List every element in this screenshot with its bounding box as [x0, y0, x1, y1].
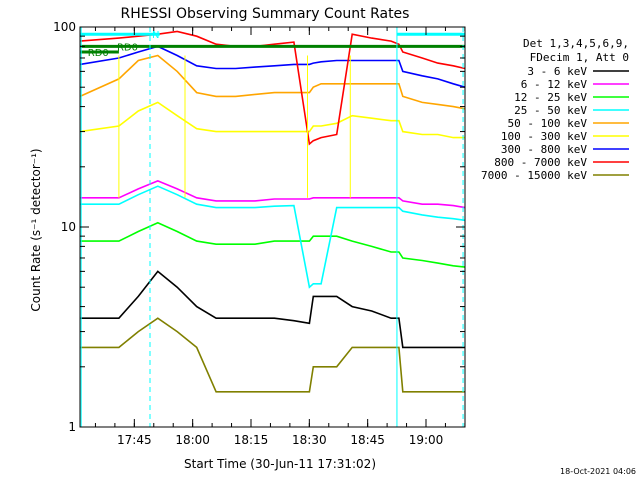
series-line-0 — [80, 270, 465, 349]
y-tick-label: 1 — [68, 420, 76, 434]
x-tick-label: 18:00 — [175, 433, 210, 447]
chart-title: RHESSI Observing Summary Count Rates — [121, 6, 410, 22]
legend-label-8: 7000 - 15000 keV — [481, 169, 587, 182]
legend-label-5: 100 - 300 keV — [501, 130, 587, 143]
x-tick-label: 18:15 — [234, 433, 269, 447]
series-line-3 — [80, 185, 466, 289]
series-line-1 — [80, 180, 466, 209]
y-tick-label: 10 — [61, 220, 76, 234]
legend-label-2: 12 - 25 keV — [514, 91, 587, 104]
series-line-5 — [79, 101, 465, 139]
x-axis-ticks: 17:45 18:00 18:15 18:30 18:45 19:00 — [94, 27, 466, 447]
x-tick-label: 18:30 — [292, 433, 327, 447]
x-tick-label: 19:00 — [409, 433, 444, 447]
legend-label-7: 800 - 7000 keV — [494, 156, 587, 169]
series-group — [79, 30, 466, 393]
legend-header-1: FDecim 1, Att 0 — [530, 51, 629, 64]
y-tick-label: 100 — [53, 20, 76, 34]
legend-label-0: 3 - 6 keV — [527, 65, 587, 78]
series-line-8 — [80, 317, 465, 393]
flag-label-n: N — [152, 30, 159, 41]
series-line-4 — [79, 54, 466, 110]
flags-group: N RD0 RD0 — [80, 30, 465, 59]
x-tick-label: 17:45 — [117, 433, 152, 447]
series-line-7 — [79, 30, 466, 146]
legend-label-1: 6 - 12 keV — [521, 78, 588, 91]
series-line-2 — [80, 221, 466, 268]
y-axis-ticks: 1 10 100 — [53, 20, 465, 434]
legend-label-6: 300 - 800 keV — [501, 143, 587, 156]
legend-header-0: Det 1,3,4,5,6,9, — [523, 37, 629, 50]
legend-label-4: 50 - 100 keV — [508, 117, 588, 130]
flag-label-rd0: RD0 — [117, 42, 138, 53]
timestamp: 18-Oct-2021 04:06 — [560, 467, 636, 476]
y-axis-label: Count Rate (s⁻¹ detector⁻¹) — [29, 148, 43, 311]
legend: Det 1,3,4,5,6,9,FDecim 1, Att 03 - 6 keV… — [481, 37, 629, 182]
legend-label-3: 25 - 50 keV — [514, 104, 587, 117]
flag-label-rd0-2: RD0 — [88, 48, 109, 59]
series-line-6 — [79, 45, 466, 88]
x-axis-label: Start Time (30-Jun-11 17:31:02) — [184, 457, 376, 471]
x-tick-label: 18:45 — [350, 433, 385, 447]
